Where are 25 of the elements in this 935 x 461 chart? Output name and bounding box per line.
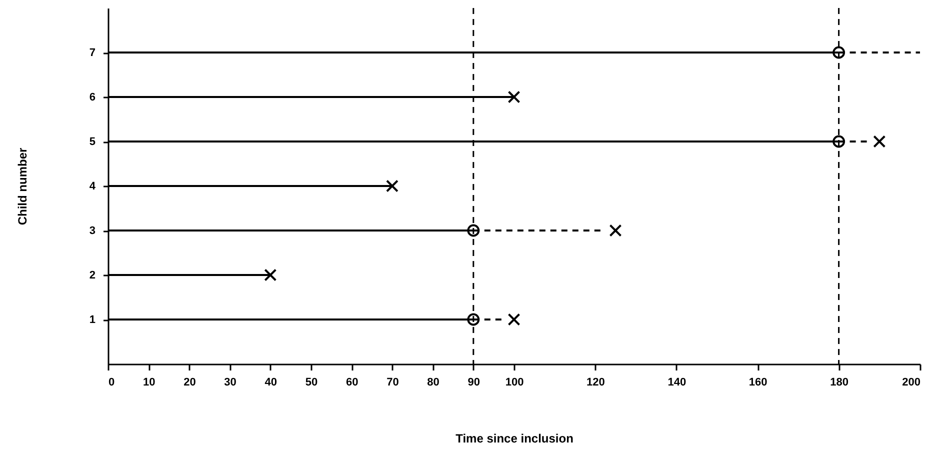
x-tick-label: 20 [184, 376, 196, 388]
y-tick-label: 7 [89, 47, 96, 59]
y-tick-label: 5 [89, 136, 96, 148]
x-tick-label: 40 [264, 376, 278, 388]
x-tick-label: 70 [386, 376, 399, 388]
y-tick-label: 4 [89, 180, 96, 192]
x-tick-label: 160 [748, 376, 768, 388]
x-tick-label: 0 [108, 376, 115, 388]
x-tick-label: 180 [830, 376, 848, 388]
x-tick-label: 10 [142, 376, 156, 388]
y-tick-label: 1 [89, 314, 96, 326]
y-tick-label: 3 [89, 225, 96, 237]
x-tick-label: 100 [505, 376, 524, 388]
x-tick-label: 30 [224, 376, 236, 388]
y-tick-label: 2 [89, 270, 96, 282]
x-tick-label: 200 [902, 376, 920, 388]
x-tick-label: 90 [468, 376, 480, 388]
x-axis-title: Time since inclusion [456, 432, 574, 446]
x-tick-label: 50 [305, 376, 318, 388]
y-axis-title: Child number [15, 148, 30, 226]
x-tick-label: 120 [586, 376, 605, 388]
x-tick-label: 140 [668, 376, 686, 388]
x-tick-label: 80 [427, 376, 440, 388]
x-tick-label: 60 [346, 376, 358, 388]
y-tick-label: 6 [89, 92, 96, 104]
